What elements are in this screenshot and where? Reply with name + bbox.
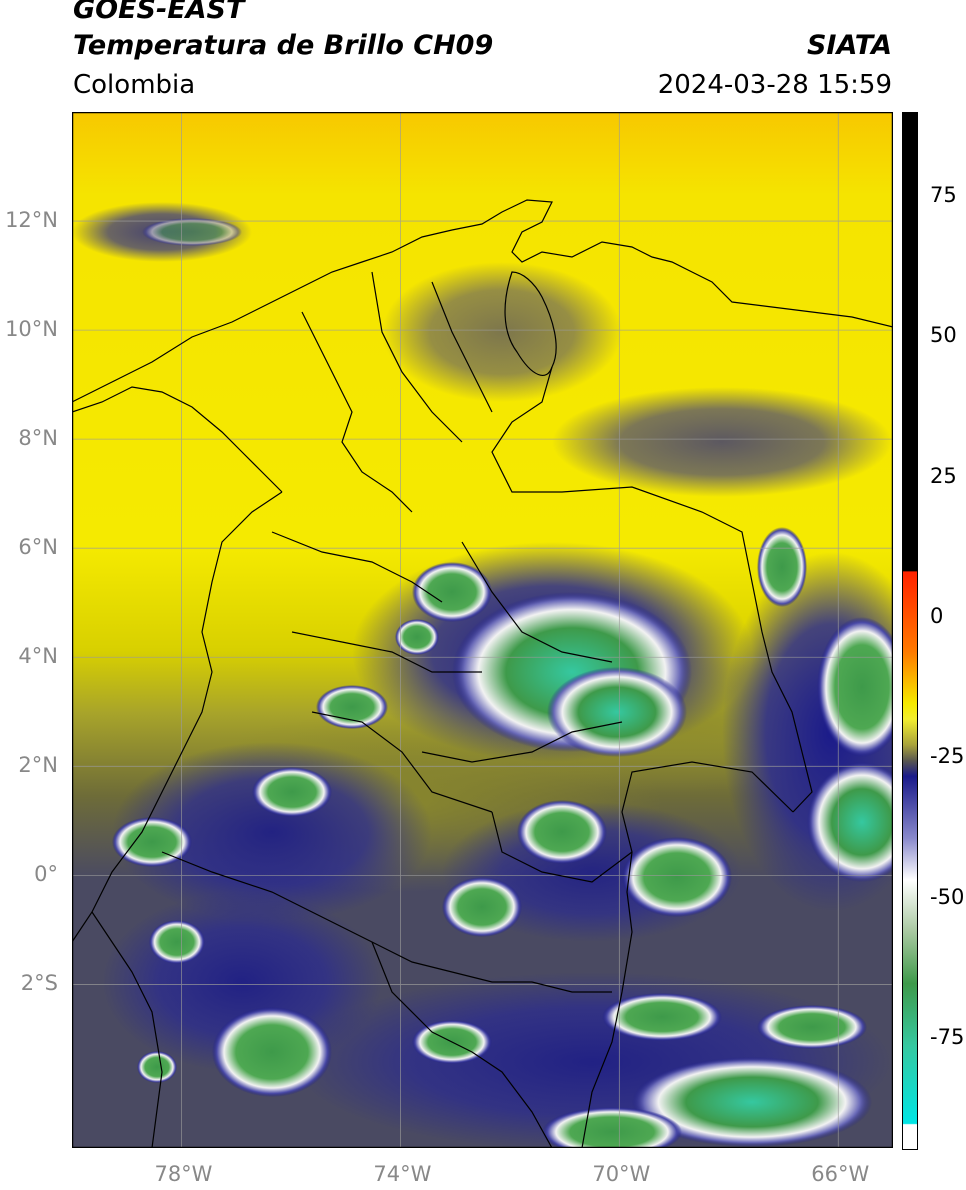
- colombia-brazil: [581, 761, 794, 1148]
- colorbar-tick-label: 75: [930, 183, 957, 208]
- convective-cores: [112, 218, 893, 1148]
- ecuador-peru: [91, 911, 163, 1148]
- lon-tick-label: 74°W: [373, 1162, 432, 1186]
- peru-inner: [371, 941, 553, 1148]
- product-title: Temperatura de Brillo CH09: [73, 30, 494, 61]
- dept-7: [461, 541, 613, 663]
- lat-tick-label: 6°N: [18, 535, 58, 560]
- colombia-ecuador-peru: [161, 851, 612, 993]
- timestamp-label: 2024-03-28 15:59: [657, 70, 892, 100]
- lat-tick-label: 0°: [34, 862, 58, 887]
- dept-6: [311, 711, 493, 813]
- dept-8: [421, 721, 623, 763]
- dept-2: [371, 271, 463, 443]
- lat-tick-label: 8°N: [18, 426, 58, 451]
- dept-9: [491, 811, 633, 883]
- colorbar-tick-label: 25: [930, 463, 957, 488]
- colorbar-tick-label: -25: [930, 744, 965, 769]
- map-frame: [72, 112, 893, 1148]
- satellite-title: GOES-EAST: [73, 0, 245, 25]
- region-label: Colombia: [73, 70, 196, 100]
- colorbar-tick-label: 50: [930, 323, 957, 348]
- lat-tick-label: 4°N: [18, 644, 58, 669]
- gridlines: [72, 112, 893, 1148]
- dept-3: [431, 281, 493, 413]
- colorbar: [902, 112, 918, 1150]
- satellite-map: [72, 112, 893, 1148]
- dept-1: [301, 311, 413, 513]
- lat-tick-label: 10°N: [5, 317, 58, 342]
- caribbean-coast: [72, 199, 893, 403]
- source-label: SIATA: [806, 30, 892, 61]
- colombia-venezuela: [491, 366, 813, 813]
- colorbar-tick-label: 0: [930, 603, 944, 628]
- lon-tick-label: 66°W: [811, 1162, 870, 1186]
- lon-tick-label: 78°W: [154, 1162, 213, 1186]
- colorbar-tick-label: -75: [930, 1024, 965, 1049]
- colorbar-tick-label: -50: [930, 884, 965, 909]
- dept-4: [271, 531, 443, 603]
- panama-isthmus: [72, 386, 283, 493]
- lon-tick-label: 70°W: [592, 1162, 651, 1186]
- lat-tick-label: 12°N: [5, 208, 58, 233]
- lat-tick-label: 2°N: [18, 753, 58, 778]
- borders: [72, 199, 893, 1148]
- dept-5: [291, 631, 482, 673]
- lat-tick-label: 2°S: [20, 971, 58, 996]
- pacific-coast: [72, 491, 283, 943]
